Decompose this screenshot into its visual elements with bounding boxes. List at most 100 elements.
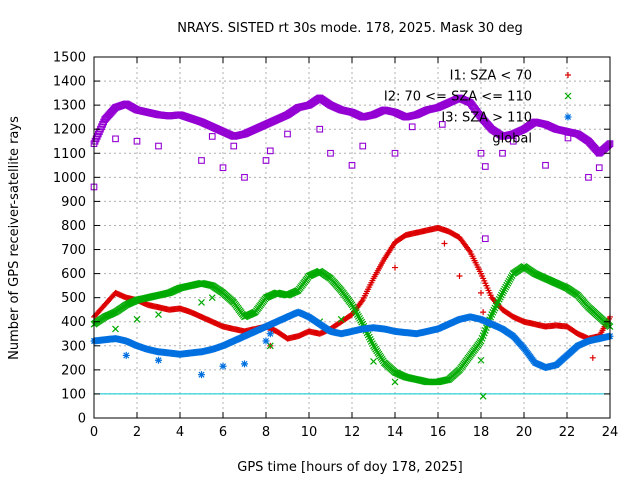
y-tick-label: 100 — [61, 387, 86, 402]
outlier-point — [370, 358, 377, 365]
outlier-point — [391, 378, 399, 386]
outlier-point — [219, 362, 227, 370]
outlier-point — [481, 235, 489, 243]
legend-marker-3 — [564, 134, 572, 142]
data-point — [504, 279, 512, 287]
outlier-point — [480, 309, 487, 316]
outlier-point — [266, 147, 274, 155]
data-point — [503, 281, 511, 289]
outlier-point — [595, 164, 603, 172]
data-point — [499, 289, 506, 297]
outlier-point — [122, 351, 130, 359]
data-point — [506, 275, 514, 283]
outlier-point — [542, 161, 549, 169]
legend-label-1: I2: 70 <= SZA <= 110 — [384, 90, 532, 105]
outlier-point — [133, 137, 141, 145]
data-point — [505, 277, 513, 285]
x-tick-label: 2 — [133, 425, 141, 440]
outlier-point — [589, 354, 596, 361]
y-tick-label: 200 — [61, 363, 86, 378]
outlier-point — [481, 163, 489, 170]
outlier-point — [509, 137, 517, 145]
x-tick-label: 0 — [90, 425, 98, 440]
x-tick-label: 24 — [602, 425, 619, 440]
x-axis-ticks: 0 2 4 6 8 10 12 14 16 18 20 22 24 — [90, 57, 618, 440]
x-tick-label: 18 — [473, 425, 490, 440]
y-tick-label: 800 — [61, 219, 86, 234]
y-tick-label: 300 — [61, 339, 86, 354]
outlier-point — [155, 311, 162, 318]
outlier-point — [392, 264, 398, 271]
outlier-point — [230, 142, 238, 150]
outlier-point — [348, 161, 356, 169]
outlier-point — [499, 149, 506, 157]
data-point — [501, 285, 509, 293]
outlier-point — [359, 142, 367, 150]
legend-label-2: I3: SZA > 110 — [441, 111, 532, 126]
series-2 — [90, 308, 614, 379]
y-tick-label: 0 — [78, 412, 86, 427]
data-point — [358, 318, 366, 326]
y-tick-label: 1000 — [53, 171, 86, 186]
data-point — [352, 309, 360, 317]
y-tick-label: 900 — [61, 195, 86, 210]
outlier-point — [337, 315, 345, 323]
outlier-point — [219, 164, 227, 172]
outlier-point — [198, 371, 205, 379]
x-tick-label: 22 — [559, 425, 576, 440]
data-point — [350, 305, 358, 313]
outlier-point — [208, 133, 216, 140]
data-point — [605, 141, 613, 148]
outlier-point — [262, 157, 270, 164]
data-point — [604, 142, 612, 149]
outlier-point — [112, 325, 119, 333]
data-point — [356, 314, 363, 322]
chart-title: NRAYS. SISTED rt 30s mode. 178, 2025. Ma… — [177, 21, 523, 36]
y-tick-label: 600 — [61, 267, 86, 282]
data-point — [507, 274, 515, 281]
data-point — [502, 283, 510, 291]
outlier-point — [241, 360, 248, 368]
y-axis-label: Number of GPS receiver-satellite rays — [7, 116, 22, 360]
outlier-point — [316, 125, 324, 133]
outlier-point — [262, 337, 270, 345]
legend-marker-0 — [565, 72, 571, 78]
outlier-point — [479, 392, 487, 400]
x-tick-label: 10 — [301, 425, 318, 440]
y-tick-label: 400 — [61, 315, 86, 330]
x-tick-label: 6 — [219, 425, 227, 440]
outlier-point — [441, 240, 448, 247]
y-tick-label: 1100 — [53, 147, 86, 162]
outlier-point — [266, 330, 274, 338]
x-tick-label: 14 — [387, 425, 404, 440]
y-tick-label: 700 — [61, 243, 86, 258]
outlier-point — [241, 173, 248, 181]
data-point — [348, 301, 356, 309]
data-point — [500, 287, 507, 295]
series-1 — [90, 262, 614, 400]
outlier-point — [133, 315, 141, 323]
data-point — [357, 316, 365, 324]
x-tick-label: 12 — [344, 425, 361, 440]
outlier-point — [198, 299, 205, 306]
y-tick-label: 1300 — [53, 99, 86, 114]
x-tick-label: 16 — [430, 425, 447, 440]
x-axis-label: GPS time [hours of doy 178, 2025] — [237, 460, 462, 475]
data-point — [355, 313, 362, 320]
outlier-point — [112, 135, 119, 143]
outlier-point — [208, 294, 216, 302]
outlier-point — [477, 149, 485, 157]
outlier-point — [438, 121, 446, 128]
y-tick-label: 1400 — [53, 75, 86, 90]
outlier-point — [198, 157, 205, 164]
outlier-point — [585, 173, 592, 181]
y-axis-ticks: 0 100 200 300 400 500 600 700 800 900 1000 1100 1200… — [53, 51, 610, 427]
outlier-point — [155, 142, 162, 150]
x-tick-label: 20 — [516, 425, 533, 440]
legend-label-0: I1: SZA < 70 — [450, 69, 532, 84]
outlier-point — [284, 130, 291, 138]
outlier-point — [327, 149, 334, 157]
x-tick-label: 4 — [176, 425, 184, 440]
y-tick-label: 500 — [61, 291, 86, 306]
